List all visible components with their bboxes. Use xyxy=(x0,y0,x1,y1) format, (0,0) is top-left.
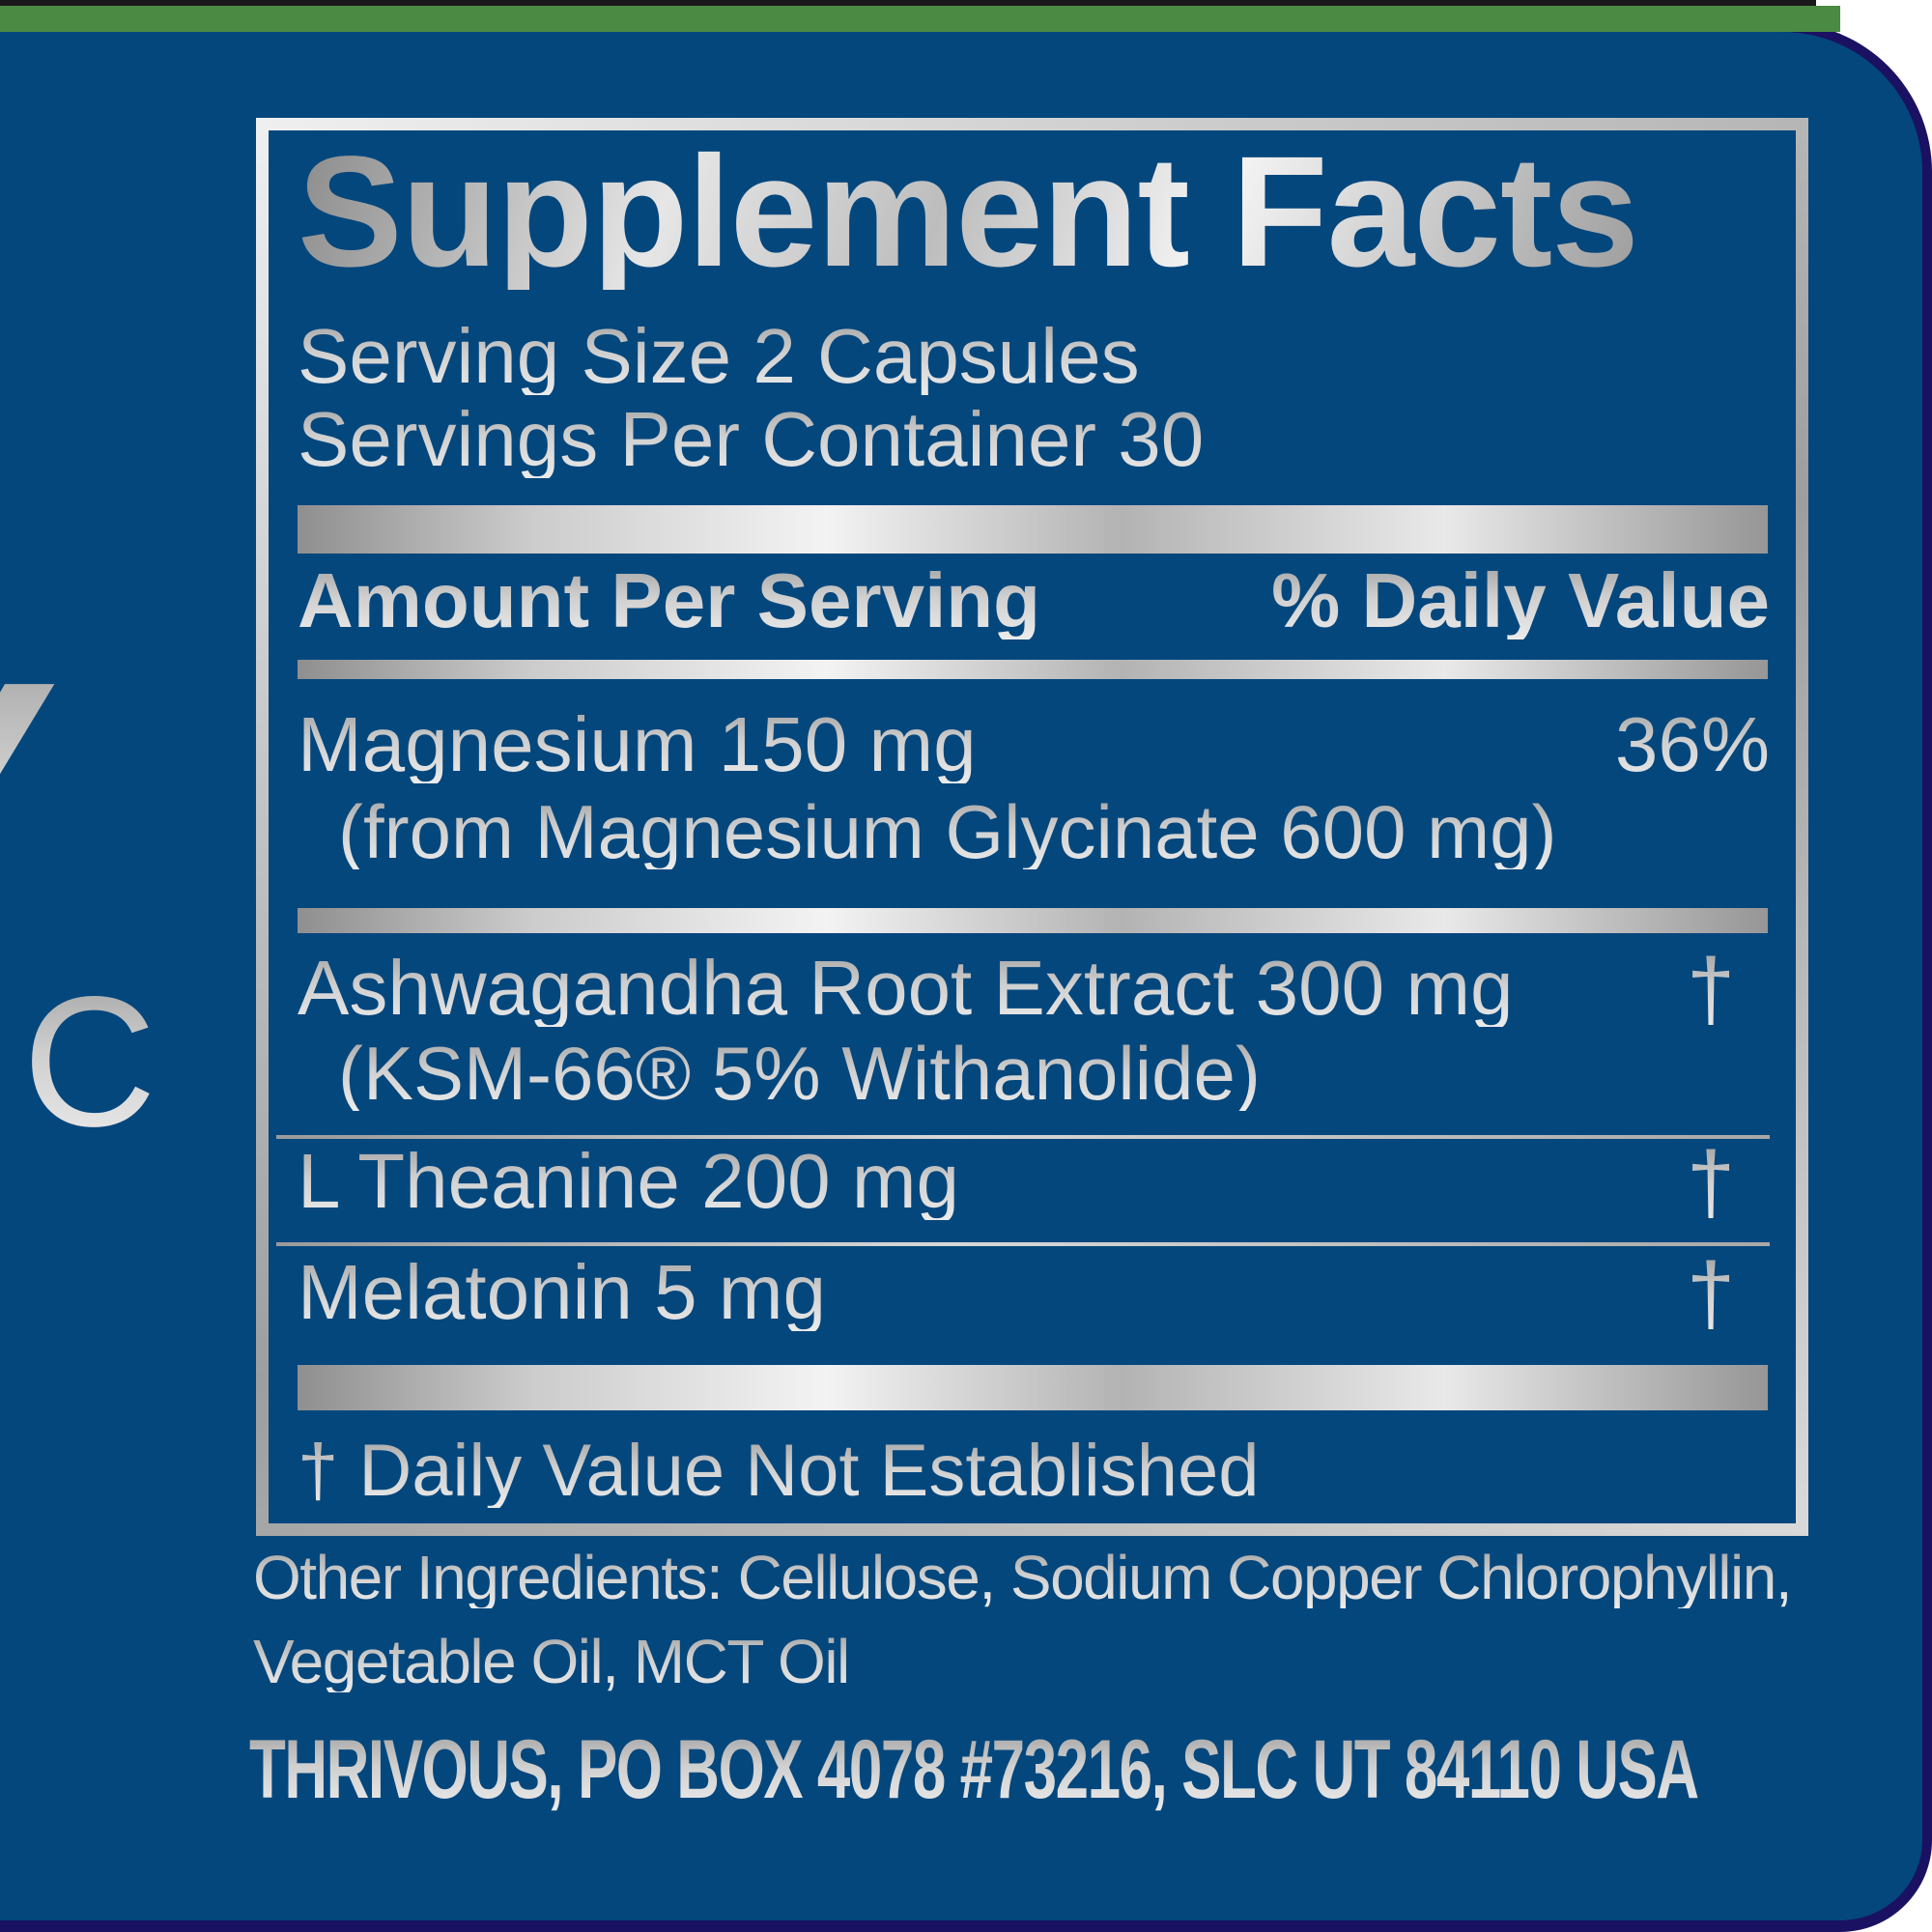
ingredient-daily-value-dagger: † xyxy=(1687,1140,1770,1226)
table-row-ashwagandha: Ashwagandha Root Extract 300 mg † xyxy=(269,945,1796,1033)
manufacturer-address: THRIVOUS, PO BOX 4078 #73216, SLC UT 841… xyxy=(249,1723,1699,1816)
top-green-strip xyxy=(0,6,1840,32)
daily-value-footnote: † Daily Value Not Established xyxy=(298,1430,1260,1512)
ingredient-detail: (KSM-66® 5% Withanolide) xyxy=(338,1031,1261,1116)
row-divider-hairline-2 xyxy=(276,1242,1770,1246)
ingredient-name: Magnesium 150 mg xyxy=(298,701,977,787)
daily-value-header: % Daily Value xyxy=(1271,557,1770,643)
serving-size: Serving Size 2 Capsules xyxy=(298,313,1140,399)
other-ingredients-line-1: Other Ingredients: Cellulose, Sodium Cop… xyxy=(253,1543,1793,1612)
row-divider-hairline-1 xyxy=(276,1135,1770,1139)
amount-per-serving-header: Amount Per Serving xyxy=(298,557,1041,643)
divider-bar-thick-2 xyxy=(298,1365,1768,1410)
divider-bar-thin-1 xyxy=(298,660,1768,679)
table-header-row: Amount Per Serving % Daily Value xyxy=(269,562,1796,639)
servings-per-container: Servings Per Container 30 xyxy=(298,396,1205,482)
ingredient-detail: (from Magnesium Glycinate 600 mg) xyxy=(338,789,1557,874)
table-row-melatonin: Melatonin 5 mg † xyxy=(269,1249,1796,1337)
supplement-facts-title: Supplement Facts xyxy=(298,123,1639,299)
ingredient-daily-value-dagger: † xyxy=(1687,947,1770,1033)
top-dark-strip xyxy=(0,0,1816,6)
side-text-fragment-ic: IC xyxy=(0,969,166,1154)
ingredient-daily-value: 36% xyxy=(1614,701,1770,787)
divider-bar-medium xyxy=(298,908,1768,933)
table-row-theanine: L Theanine 200 mg † xyxy=(269,1138,1796,1226)
supplement-facts-box: Supplement Facts Serving Size 2 Capsules… xyxy=(256,118,1808,1536)
ingredient-name: Melatonin 5 mg xyxy=(298,1249,826,1335)
ingredient-daily-value-dagger: † xyxy=(1687,1251,1770,1337)
divider-bar-thick-1 xyxy=(298,505,1768,554)
table-row-magnesium: Magnesium 150 mg 36% xyxy=(269,706,1796,783)
side-text-fragment-y: Y xyxy=(0,633,60,961)
other-ingredients-line-2: Vegetable Oil, MCT Oil xyxy=(253,1627,850,1696)
ingredient-name: L Theanine 200 mg xyxy=(298,1138,959,1224)
ingredient-name: Ashwagandha Root Extract 300 mg xyxy=(298,945,1514,1031)
